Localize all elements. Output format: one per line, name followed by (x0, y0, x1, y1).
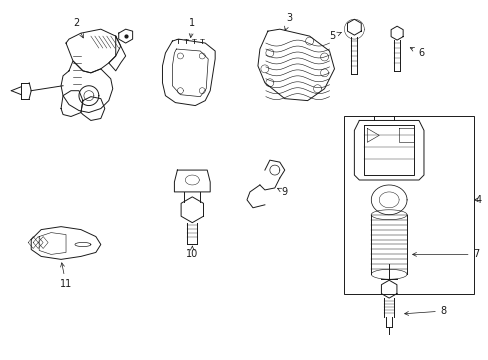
Text: 9: 9 (277, 187, 287, 197)
Text: 6: 6 (409, 48, 423, 58)
Text: 3: 3 (284, 13, 292, 31)
Text: 10: 10 (186, 246, 198, 260)
Text: 5: 5 (329, 31, 341, 41)
Text: 11: 11 (60, 263, 72, 289)
Text: 2: 2 (73, 18, 83, 38)
Text: 8: 8 (404, 306, 446, 316)
Text: 7: 7 (412, 249, 479, 260)
Text: 4: 4 (473, 195, 481, 205)
Bar (344, 116, 473, 294)
Text: 1: 1 (189, 18, 195, 37)
